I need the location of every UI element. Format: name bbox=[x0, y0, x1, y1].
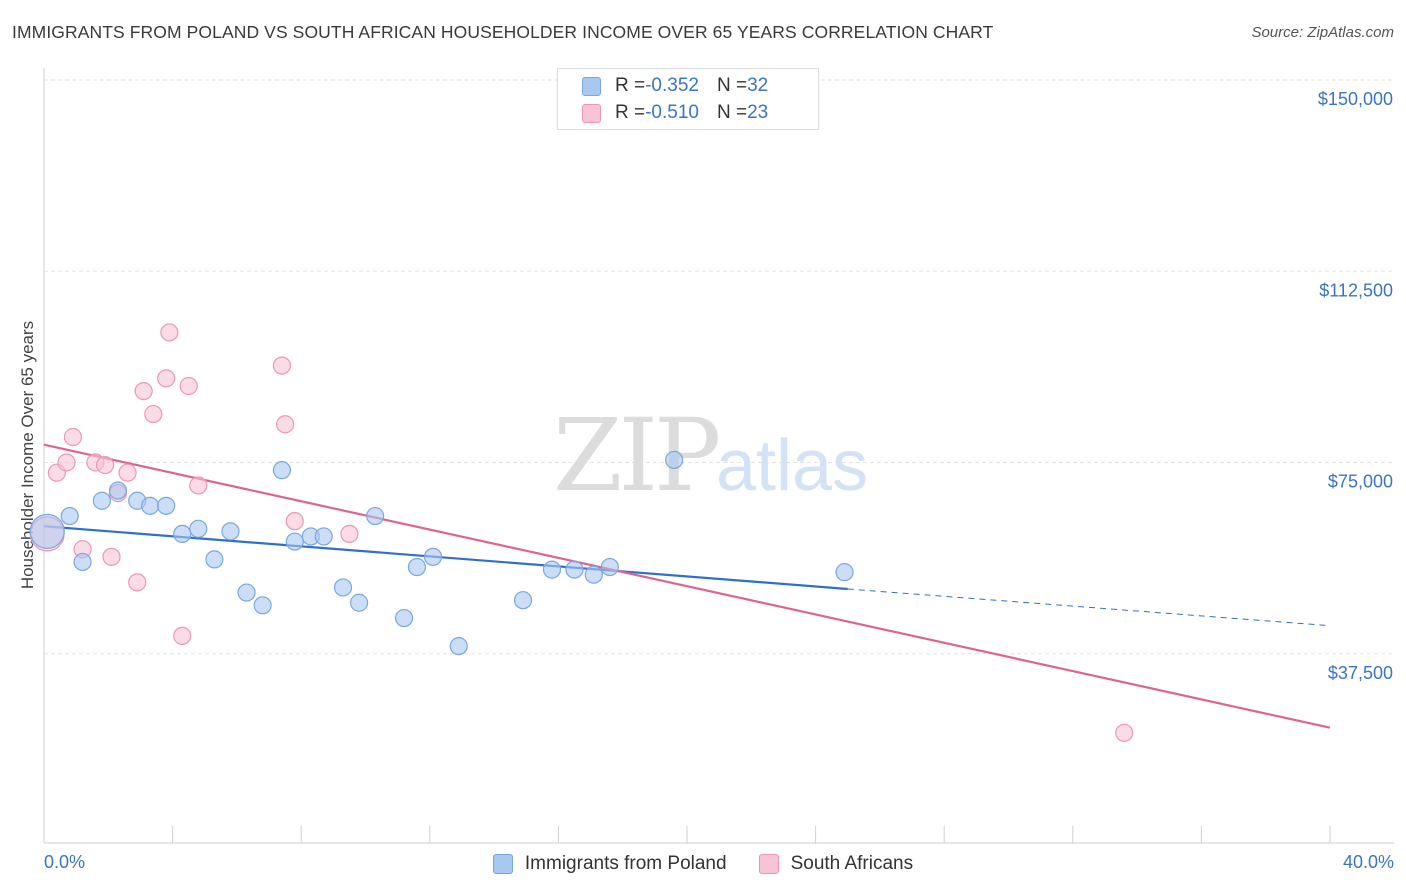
data-point-poland bbox=[205, 550, 224, 569]
data-point-poland bbox=[407, 557, 427, 577]
data-point-poland bbox=[394, 608, 414, 628]
n-value: 32 bbox=[747, 75, 769, 96]
trend-line-south-africans bbox=[43, 443, 1331, 729]
legend-swatch-poland bbox=[582, 76, 601, 96]
data-point-south-africans bbox=[160, 323, 179, 342]
data-point-poland bbox=[173, 524, 192, 544]
data-point-south-africans bbox=[118, 463, 137, 482]
data-point-poland bbox=[449, 636, 468, 656]
data-point-south-africans bbox=[102, 547, 121, 566]
data-point-poland bbox=[140, 496, 160, 515]
trend-line-extension bbox=[847, 588, 1331, 627]
data-point-poland bbox=[584, 565, 603, 584]
n-label: N = bbox=[716, 102, 748, 123]
data-point-south-africans bbox=[63, 427, 83, 447]
source-label: Source: ZipAtlas.com bbox=[1251, 24, 1394, 41]
data-point-poland bbox=[73, 552, 92, 572]
r-label: R = bbox=[615, 102, 646, 123]
y-tick-label: $37,500 bbox=[1328, 663, 1393, 683]
data-point-south-africans bbox=[340, 524, 359, 544]
y-tick-labels: $37,500 $75,000 $112,500 $150,000 bbox=[1318, 89, 1393, 683]
data-point-poland bbox=[108, 481, 128, 500]
y-tick-label: $75,000 bbox=[1328, 472, 1393, 492]
series-legend: Immigrants from Poland South Africans bbox=[0, 851, 1406, 877]
r-label: R = bbox=[615, 75, 646, 96]
data-point-poland bbox=[29, 513, 65, 549]
data-point-south-africans bbox=[272, 356, 292, 375]
legend-item-south-africans[interactable]: South Africans bbox=[758, 853, 914, 875]
legend-row-poland: R = -0.352 N = 32 bbox=[582, 73, 768, 99]
data-point-south-africans bbox=[128, 573, 147, 592]
data-point-poland bbox=[221, 522, 240, 541]
n-value: 23 bbox=[747, 102, 769, 123]
legend-swatch-south-africans bbox=[758, 854, 779, 874]
trend-line-poland bbox=[43, 525, 848, 591]
data-point-poland bbox=[272, 461, 292, 480]
n-label: N = bbox=[716, 75, 748, 96]
data-point-south-africans bbox=[144, 404, 163, 424]
gridlines bbox=[44, 79, 1394, 655]
data-point-poland bbox=[237, 583, 256, 602]
data-point-south-africans bbox=[134, 382, 153, 401]
data-point-poland bbox=[253, 596, 272, 615]
data-point-poland bbox=[542, 560, 562, 579]
data-point-poland bbox=[189, 519, 208, 538]
data-point-poland bbox=[835, 563, 854, 582]
legend-item-poland[interactable]: Immigrants from Poland bbox=[492, 853, 727, 875]
data-point-south-africans bbox=[285, 512, 304, 531]
x-tick-label-max: 40.0% bbox=[1342, 852, 1394, 872]
data-point-poland bbox=[157, 496, 176, 515]
y-tick-label: $150,000 bbox=[1318, 89, 1393, 109]
data-point-south-africans bbox=[1115, 723, 1134, 742]
data-point-poland bbox=[600, 557, 619, 577]
data-point-poland bbox=[349, 593, 369, 612]
watermark-zip: ZIP bbox=[553, 397, 718, 514]
legend-label-poland: Immigrants from Poland bbox=[524, 853, 727, 874]
chart-title: IMMIGRANTS FROM POLAND VS SOUTH AFRICAN … bbox=[12, 22, 994, 42]
data-point-poland bbox=[565, 560, 584, 579]
data-points bbox=[29, 323, 1134, 742]
data-point-poland bbox=[513, 591, 533, 610]
data-point-south-africans bbox=[173, 626, 192, 646]
data-point-poland bbox=[285, 532, 304, 551]
data-point-poland bbox=[423, 547, 443, 566]
y-tick-label: $112,500 bbox=[1319, 280, 1393, 300]
r-value: -0.352 bbox=[645, 75, 699, 96]
data-point-south-africans bbox=[276, 415, 295, 434]
data-point-poland bbox=[333, 578, 353, 597]
data-point-poland bbox=[314, 527, 333, 546]
data-point-south-africans bbox=[157, 369, 176, 388]
legend-row-south-africans: R = -0.510 N = 23 bbox=[582, 100, 768, 126]
data-point-south-africans bbox=[189, 476, 208, 495]
legend-swatch-south-africans bbox=[582, 103, 601, 123]
axes bbox=[43, 68, 1394, 844]
data-point-poland bbox=[366, 506, 385, 526]
data-point-south-africans bbox=[57, 453, 76, 472]
r-value: -0.510 bbox=[645, 102, 699, 123]
legend-label-south-africans: South Africans bbox=[790, 853, 914, 874]
data-point-poland bbox=[665, 450, 684, 470]
correlation-legend: R = -0.352 N = 32 R = -0.510 N = 23 bbox=[557, 68, 819, 130]
x-tick-label-min: 0.0% bbox=[44, 852, 86, 872]
data-point-south-africans bbox=[95, 455, 115, 475]
data-point-poland bbox=[60, 506, 79, 526]
data-point-poland bbox=[92, 491, 111, 510]
watermark-atlas: atlas bbox=[716, 426, 868, 506]
legend-swatch-poland bbox=[492, 854, 513, 874]
data-point-south-africans bbox=[179, 376, 198, 396]
